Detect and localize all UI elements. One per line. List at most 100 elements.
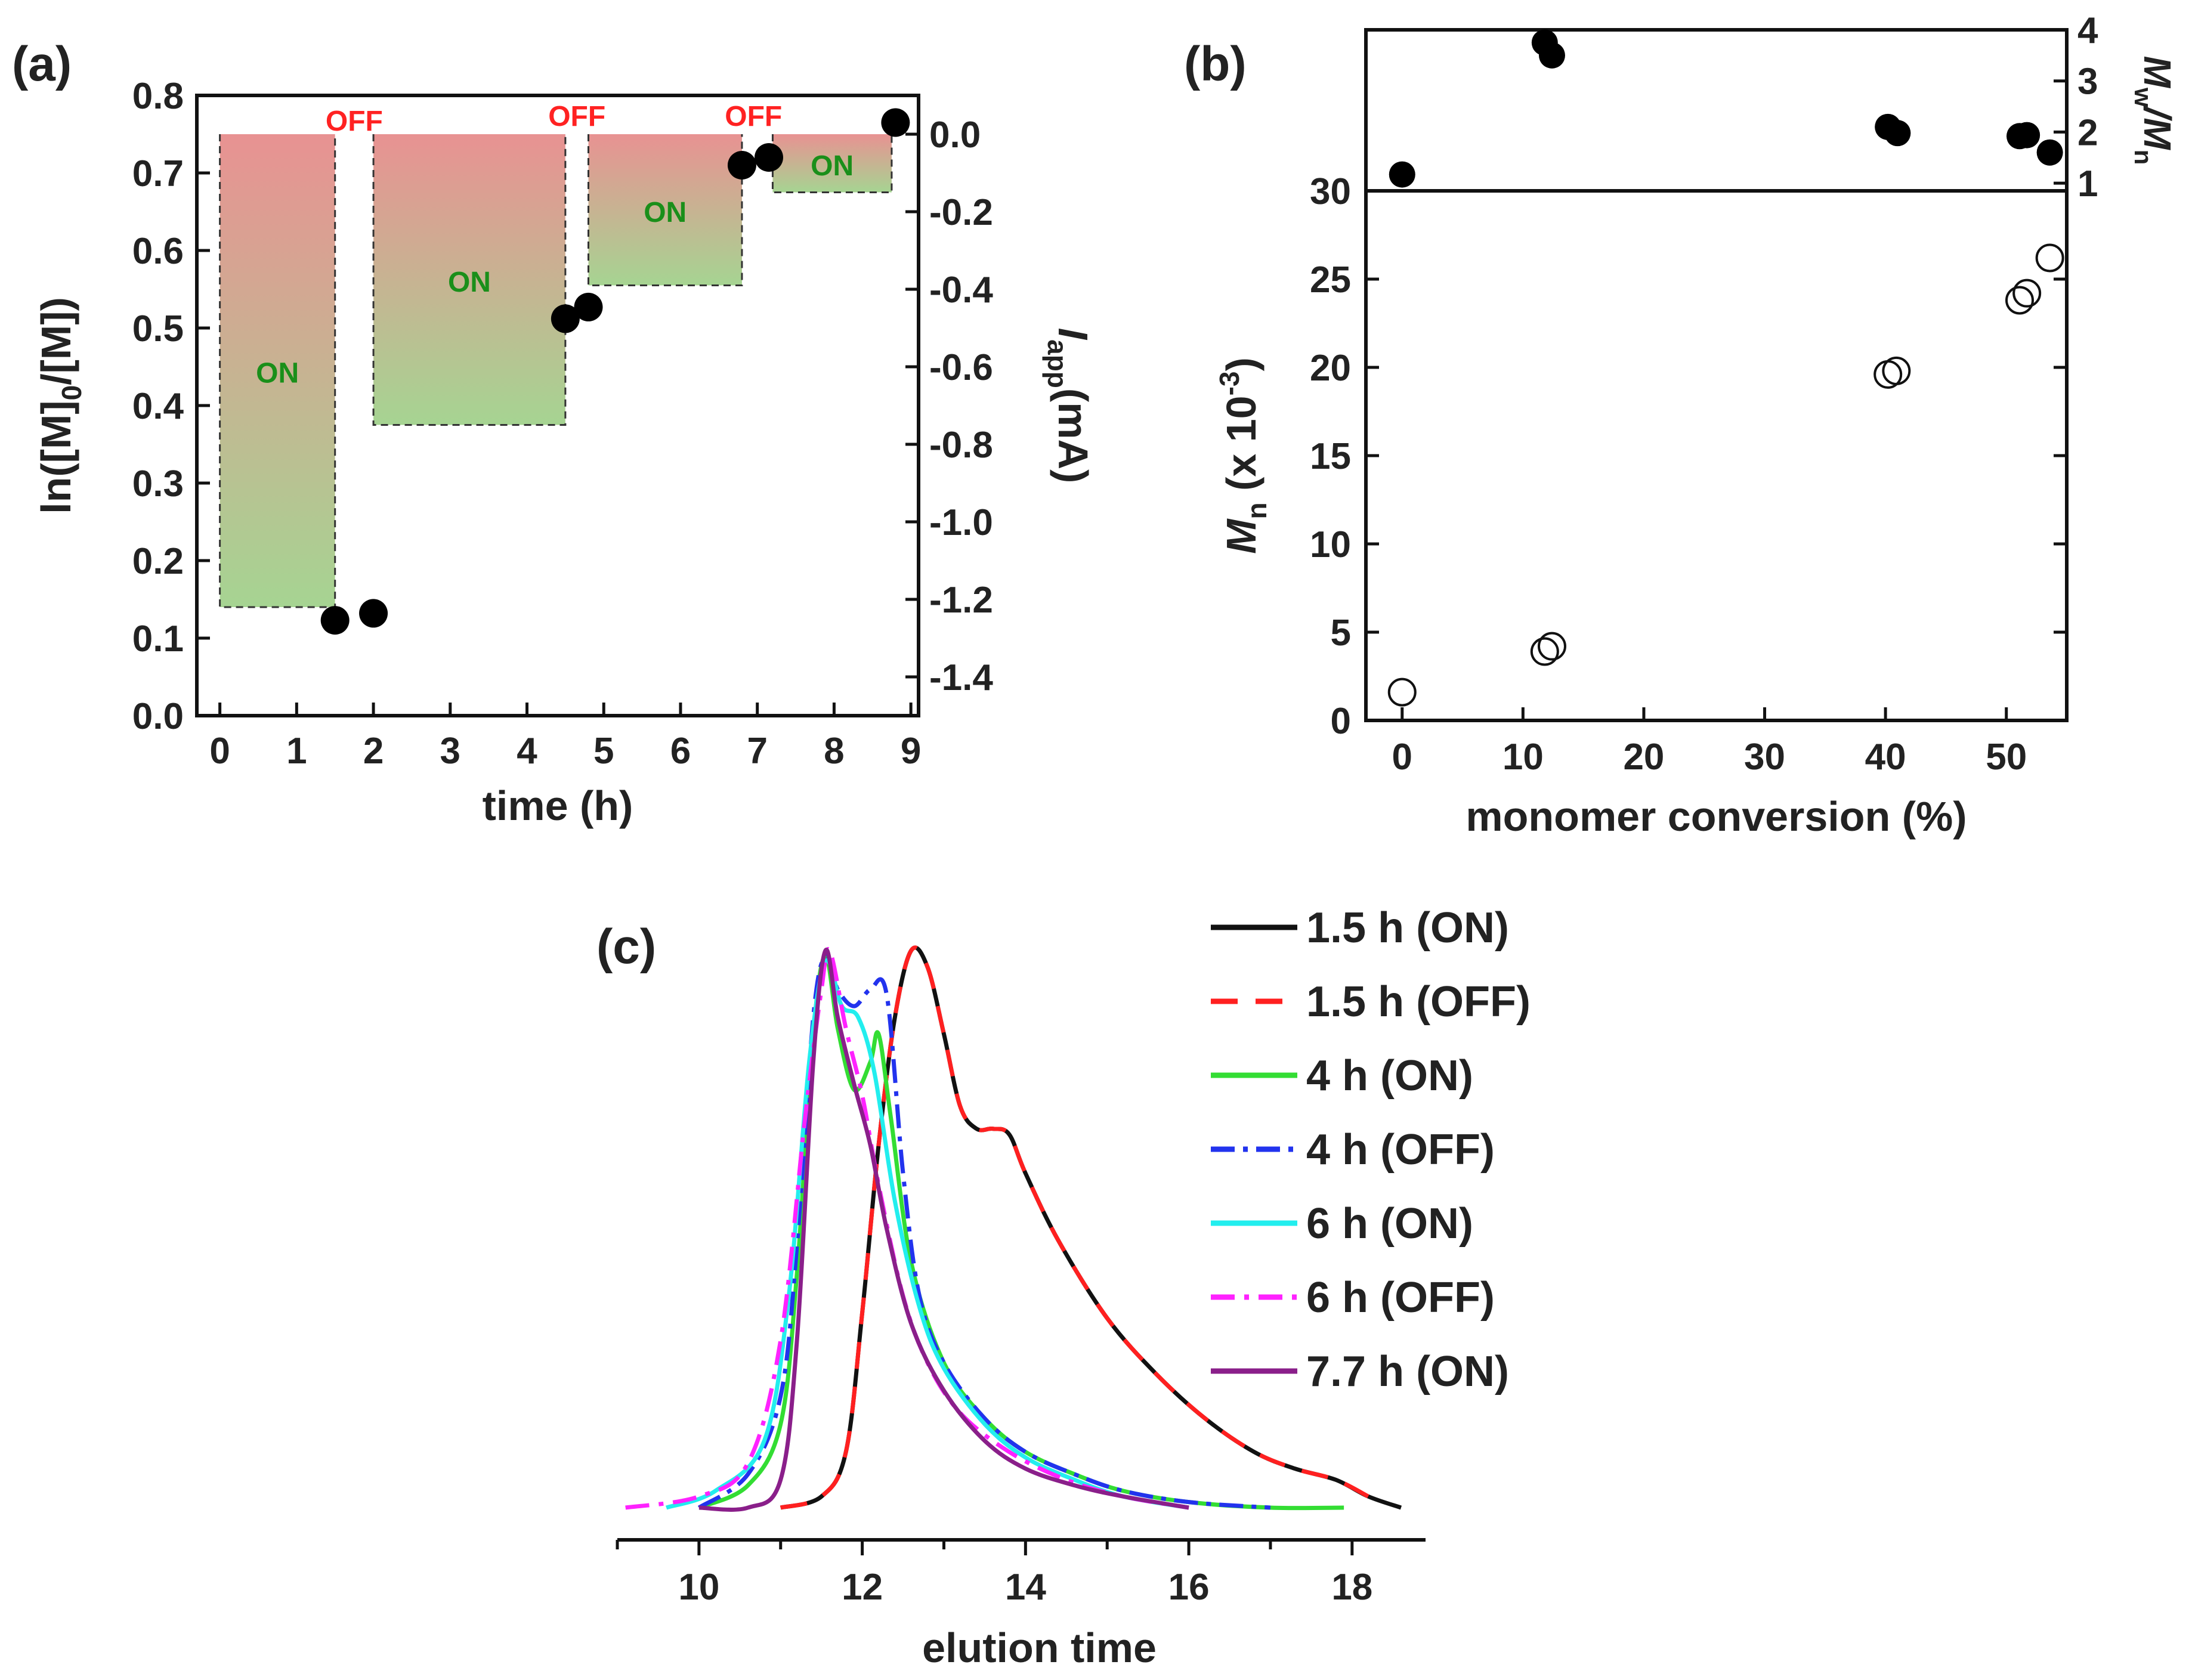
- y-tick-label: 0.4: [132, 386, 184, 427]
- x-tick-label: 20: [1623, 737, 1664, 778]
- data-point: [574, 292, 603, 321]
- y2-axis-title-part: M: [2136, 56, 2179, 89]
- y2-axis-title-part: app: [1042, 339, 1073, 388]
- y-axis-title: Mn (x 10-3): [1214, 357, 1272, 554]
- y2-tick-label: -1.4: [929, 657, 993, 698]
- y-tick-label: 0.0: [132, 696, 184, 737]
- y2-tick-label: 0.0: [929, 115, 981, 156]
- on-label: ON: [256, 358, 299, 389]
- y2-axis-title: Mw/Mn: [2129, 56, 2179, 165]
- dispersity-point: [1884, 120, 1911, 147]
- series-line: [665, 958, 1189, 1510]
- dispersity-point: [1538, 42, 1565, 69]
- series-line: [625, 947, 1189, 1510]
- plot-frame: [1364, 28, 2069, 722]
- mn-point: [2012, 279, 2042, 308]
- y-tick-label: 20: [1310, 348, 1351, 389]
- panel-a: ON ON ON ON OFF OFF OFF 0 1 2 3 4 5 6 7 8 9 0.0 0.1 0.2 0.3 0…: [12, 37, 1096, 829]
- y-tick-label: 25: [1310, 259, 1351, 301]
- y2-tick-label: 1: [2077, 163, 2098, 205]
- mn-point: [2005, 286, 2034, 315]
- dispersity-point: [2036, 139, 2063, 166]
- current-block-outline: [587, 134, 743, 286]
- legend-label: 7.7 h (ON): [1306, 1348, 1509, 1396]
- y2-axis-title: Iapp(mA): [1042, 328, 1096, 484]
- legend-label: 1.5 h (ON): [1306, 904, 1509, 952]
- current-block: [772, 134, 892, 193]
- current-block-outline: [372, 134, 567, 426]
- x-tick-label: 3: [440, 731, 460, 772]
- on-label: ON: [644, 197, 687, 228]
- legend-label: 6 h (OFF): [1306, 1274, 1495, 1322]
- legend-label: 6 h (ON): [1306, 1200, 1473, 1248]
- x-tick-label: 0: [209, 731, 230, 772]
- x-tick-label: 10: [1502, 737, 1544, 778]
- x-tick-label: 8: [824, 731, 844, 772]
- mn-point: [1537, 632, 1566, 661]
- y-tick-label: 0.5: [132, 308, 184, 349]
- x-tick-label: 7: [747, 731, 767, 772]
- y-tick-label: 5: [1331, 612, 1351, 654]
- on-label: ON: [811, 150, 854, 182]
- x-tick-label: 0: [1392, 737, 1412, 778]
- y-tick-label: 0.2: [132, 541, 184, 582]
- x-tick-label: 18: [1331, 1567, 1372, 1608]
- mn-point: [1387, 677, 1417, 707]
- y-tick-label: 0.6: [132, 231, 184, 272]
- y-tick-label: 0.3: [132, 463, 184, 505]
- y-tick-label: 0.7: [132, 153, 184, 194]
- y-axis-title-part: (x 10: [1218, 395, 1265, 502]
- y-tick-label: 10: [1310, 524, 1351, 565]
- y-tick-label: 30: [1310, 171, 1351, 212]
- y2-tick-label: 2: [2077, 112, 2098, 153]
- series-line: [697, 953, 1271, 1510]
- y-axis-title-part: ): [1218, 357, 1265, 371]
- series-line: [698, 954, 1344, 1511]
- y-axis-title-part: ln([M]: [33, 400, 79, 513]
- x-tick-label: 14: [1005, 1567, 1046, 1608]
- x-tick-label: 30: [1744, 737, 1785, 778]
- y2-axis-title-part: I: [1050, 328, 1096, 341]
- y2-tick-label: -1.0: [929, 502, 993, 543]
- y2-tick-label: 3: [2077, 61, 2098, 103]
- current-block: [373, 134, 565, 425]
- x-tick-label: 16: [1168, 1567, 1210, 1608]
- x-tick-label: 50: [1986, 737, 2027, 778]
- y2-tick-label: -0.8: [929, 425, 993, 466]
- y2-axis-title-part: w: [2129, 87, 2157, 107]
- current-block: [588, 134, 742, 286]
- x-tick-label: 1: [286, 731, 307, 772]
- off-label: OFF: [326, 106, 383, 137]
- legend-label: 4 h (OFF): [1306, 1126, 1495, 1174]
- mn-point: [1530, 637, 1559, 666]
- y2-tick-label: -0.2: [929, 192, 993, 233]
- legend-label: 1.5 h (OFF): [1306, 978, 1531, 1026]
- x-tick-label: 4: [517, 731, 537, 772]
- y-axis-title-part: -3: [1214, 371, 1245, 395]
- series-line: [780, 945, 1369, 1510]
- mn-point: [2035, 243, 2064, 273]
- current-block-outline: [219, 134, 336, 608]
- y-tick-label: 15: [1310, 436, 1351, 477]
- off-label: OFF: [548, 101, 605, 132]
- y-axis-title-part: /[M]): [33, 297, 79, 385]
- x-tick-label: 6: [670, 731, 691, 772]
- legend-label: 4 h (ON): [1306, 1052, 1473, 1100]
- x-tick-label: 5: [593, 731, 614, 772]
- y2-tick-label: -0.6: [929, 347, 993, 388]
- panel-b: 0 10 20 30 40 50 0 5 10 15 20 25 30 1 2 3 4 monomer conve…: [1184, 10, 2179, 840]
- dispersity-point: [2014, 122, 2040, 148]
- y-axis-title-part: 0: [56, 385, 87, 401]
- panel-label: (b): [1184, 37, 1247, 91]
- dispersity-point: [1389, 161, 1415, 188]
- y-axis-title: ln([M]0/[M]): [33, 297, 87, 514]
- data-point: [727, 151, 756, 180]
- x-axis-title: monomer conversion (%): [1466, 793, 1967, 840]
- current-block: [219, 134, 335, 607]
- y-tick-label: 0.8: [132, 76, 184, 117]
- x-axis-title: time (h): [483, 782, 633, 829]
- series-line: [698, 948, 1189, 1512]
- on-label: ON: [448, 267, 491, 298]
- x-tick-label: 12: [842, 1567, 883, 1608]
- panel-label: (a): [12, 37, 72, 91]
